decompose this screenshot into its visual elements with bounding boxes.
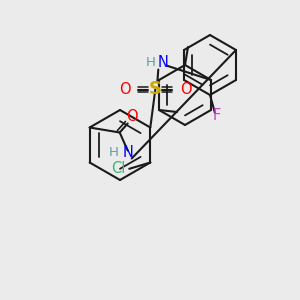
Text: F: F	[213, 109, 221, 124]
Text: O: O	[126, 109, 137, 124]
Text: N: N	[122, 145, 133, 160]
Text: H: H	[146, 56, 155, 69]
Text: N: N	[158, 55, 169, 70]
Text: O: O	[119, 82, 130, 97]
Text: S: S	[149, 80, 162, 98]
Text: O: O	[180, 82, 192, 97]
Text: H: H	[109, 146, 119, 159]
Text: Cl: Cl	[111, 161, 125, 176]
